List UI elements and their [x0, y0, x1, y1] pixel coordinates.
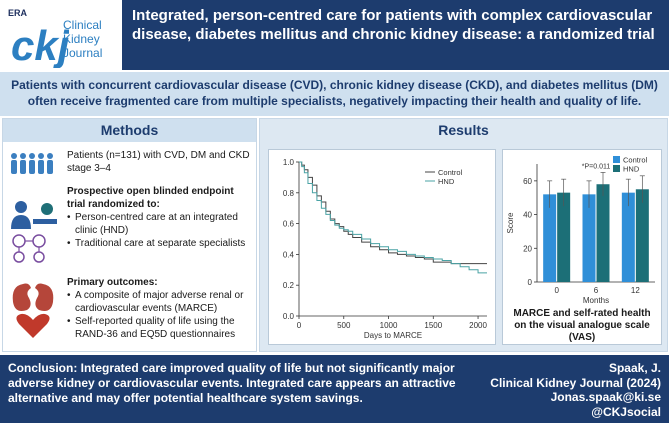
- km-x-tick-label: 0: [297, 321, 302, 330]
- results-panel: Results 0.0 0.2 0.4 0.6 0.8 1.0 0 500 1000 1500 20…: [259, 118, 668, 352]
- bar-y-tick-label: 40: [523, 211, 532, 220]
- km-y-tick-label: 0.4: [283, 250, 295, 259]
- bar-hnd-12: [635, 189, 649, 282]
- bar-x-tick-label: 12: [631, 286, 640, 295]
- citation: Spaak, J. Clinical Kidney Journal (2024)…: [490, 361, 661, 419]
- outcome-marce: A composite of major adverse renal or ca…: [67, 289, 253, 315]
- patients-text: Patients (n=131) with CVD, DM and CKD st…: [67, 150, 250, 174]
- significance-annotation: *P=0.011: [582, 164, 611, 171]
- bar-x-tick-label: 6: [594, 286, 599, 295]
- bar-x-tick-label: 0: [554, 286, 559, 295]
- km-y-tick-label: 1.0: [283, 158, 295, 167]
- bar-legend-label: HND: [623, 165, 640, 174]
- bar-hnd-0: [557, 192, 571, 282]
- bar-y-label: Score: [506, 212, 515, 233]
- citation-email: Jonas.spaak@ki.se: [550, 390, 661, 404]
- vas-chart-panel: 0 20 40 60 Score 0 6 *P=0.011 12 Months Control HND…: [502, 149, 662, 345]
- km-chart: 0.0 0.2 0.4 0.6 0.8 1.0 0 500 1000 1500 2000 Days t…: [283, 158, 488, 340]
- arm-control: Traditional care at separate specialists: [67, 237, 253, 250]
- header: ERA ckj Clinical Kidney Journal Integrat…: [0, 0, 669, 72]
- results-caption: MARCE and self-rated health on the visua…: [513, 308, 651, 343]
- km-y-tick-label: 0.8: [283, 189, 295, 198]
- outcomes-text: Primary outcomes: A composite of major a…: [67, 276, 253, 341]
- bar-control-0: [543, 194, 557, 282]
- logo-line-2: Kidney: [63, 32, 100, 46]
- km-y-tick-label: 0.6: [283, 220, 295, 229]
- km-x-tick-label: 500: [337, 321, 351, 330]
- bar-control-6: [582, 194, 596, 282]
- era-badge: ERA: [8, 8, 28, 18]
- kidney-heart-icon: [12, 283, 54, 338]
- background-banner: Patients with concurrent cardiovascular …: [0, 72, 669, 116]
- arm-hnd: Person-centred care at an integrated cli…: [67, 211, 253, 237]
- trial-text: Prospective open blinded endpoint trial …: [67, 185, 253, 250]
- km-series-hnd: [299, 161, 487, 274]
- bar-legend-label: Control: [623, 156, 648, 165]
- citation-social: @CKJsocial: [591, 404, 661, 419]
- bar-y-tick-label: 0: [528, 278, 533, 287]
- km-chart-panel: 0.0 0.2 0.4 0.6 0.8 1.0 0 500 1000 1500 2000 Days t…: [268, 149, 496, 345]
- journal-logo: ERA ckj Clinical Kidney Journal: [3, 2, 121, 68]
- km-x-tick-label: 1500: [424, 321, 442, 330]
- km-x-label: Days to MARCE: [364, 331, 422, 340]
- bar-x-label: Months: [583, 296, 609, 305]
- outcome-qol: Self-reported quality of life using the …: [67, 315, 253, 341]
- article-title: Integrated, person-centred care for pati…: [122, 0, 669, 70]
- conclusion-panel: Conclusion: Integrated care improved qua…: [0, 355, 669, 423]
- conclusion-text: Conclusion: Integrated care improved qua…: [8, 361, 456, 405]
- logo-line-3: Journal: [63, 46, 103, 60]
- logo-line-1: Clinical: [63, 18, 102, 32]
- km-y-tick-label: 0.0: [283, 312, 295, 321]
- bar-legend-swatch: [613, 156, 620, 163]
- citation-author: Spaak, J.: [608, 361, 661, 375]
- km-x-tick-label: 2000: [469, 321, 487, 330]
- methods-heading: Methods: [3, 119, 256, 142]
- citation-journal: Clinical Kidney Journal (2024): [490, 375, 661, 390]
- journal-name: Clinical Kidney Journal: [63, 18, 102, 60]
- results-heading: Results: [438, 122, 489, 138]
- km-legend-label: HND: [438, 177, 455, 186]
- trial-heading: Prospective open blinded endpoint trial …: [67, 186, 234, 210]
- bar-y-tick-label: 60: [523, 177, 532, 186]
- km-series-control: [299, 161, 487, 265]
- bar-control-12: [621, 192, 635, 282]
- km-x-tick-label: 1000: [380, 321, 398, 330]
- ckj-logo-icon: ckj: [11, 22, 69, 68]
- km-legend-label: Control: [438, 168, 463, 177]
- methods-panel: Methods Patients (n=131) with CVD, DM an…: [2, 118, 257, 352]
- outcomes-heading: Primary outcomes:: [67, 277, 158, 288]
- bar-legend-swatch: [613, 165, 620, 172]
- bar-y-tick-label: 20: [523, 244, 532, 253]
- km-y-tick-label: 0.2: [283, 281, 295, 290]
- logo-letters: ckj: [11, 22, 69, 68]
- people-group-icon: [11, 153, 53, 174]
- bar-hnd-6: [596, 184, 610, 282]
- doctor-patient-icon: [11, 201, 57, 263]
